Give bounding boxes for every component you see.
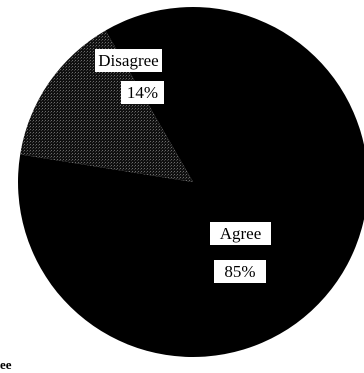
slice-label-disagree: Disagree 14% (95, 49, 164, 104)
legend-fragment: ee (0, 357, 12, 372)
slice-label-disagree-value: 14% (127, 83, 158, 102)
slice-label-agree: Agree 85% (210, 222, 271, 283)
pie-slices (18, 7, 364, 357)
slice-label-disagree-name: Disagree (98, 51, 158, 70)
pie-slice-agree (18, 7, 364, 357)
pie-slice-disagree (20, 30, 193, 182)
slice-label-agree-name: Agree (220, 224, 262, 243)
slice-label-agree-value: 85% (224, 262, 255, 281)
